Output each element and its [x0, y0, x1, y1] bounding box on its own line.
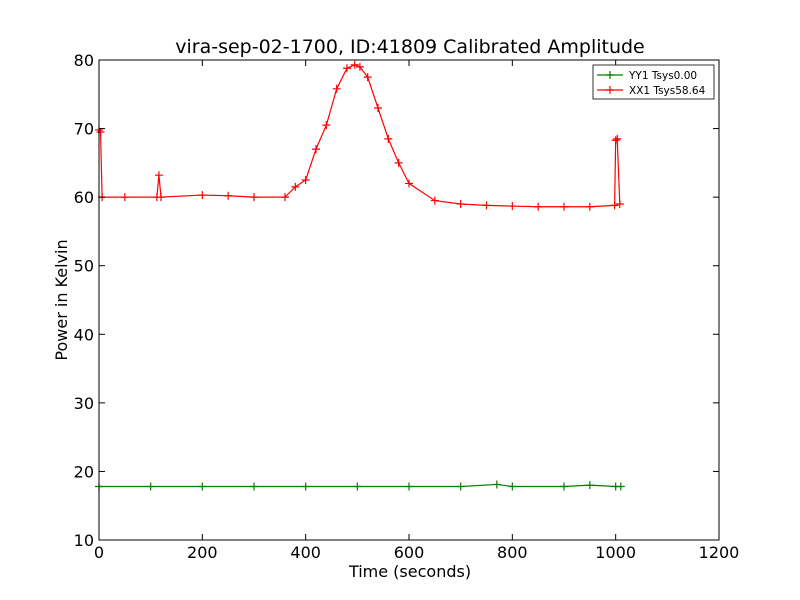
y-tick-label: 70 — [74, 120, 94, 139]
data-point — [430, 196, 439, 205]
data-point — [332, 84, 341, 93]
plot-frame — [98, 59, 720, 541]
data-point — [250, 193, 258, 202]
data-point — [355, 62, 364, 71]
y-tick-label: 40 — [74, 325, 94, 344]
data-point — [508, 482, 517, 491]
data-point — [146, 482, 155, 491]
data-point — [301, 482, 310, 491]
data-point — [301, 176, 310, 184]
legend-entry: XX1 Tsys58.64 — [597, 85, 706, 97]
x-tick-label: 1000 — [595, 543, 636, 562]
data-point — [405, 179, 413, 188]
data-point — [508, 202, 517, 211]
series-layer — [95, 60, 625, 491]
x-tick-label: 800 — [497, 543, 528, 562]
x-axis-label: Time (seconds) — [348, 562, 471, 581]
data-point — [198, 482, 207, 491]
data-point — [281, 193, 289, 202]
legend-label: XX1 Tsys58.64 — [629, 85, 706, 97]
data-point — [250, 482, 258, 491]
data-point — [198, 191, 207, 200]
data-point — [534, 202, 543, 211]
y-axis-label: Power in Kelvin — [52, 239, 71, 360]
data-point — [363, 73, 372, 82]
data-point — [456, 482, 465, 491]
y-tick-label: 10 — [74, 531, 94, 550]
data-point — [611, 136, 620, 145]
data-point — [353, 482, 362, 491]
data-point — [312, 145, 320, 154]
legend-entry: YY1 Tsys0.00 — [597, 70, 697, 82]
x-tick-label: 0 — [94, 543, 104, 562]
x-tick-label: 400 — [290, 543, 321, 562]
data-point — [456, 200, 465, 208]
data-point — [291, 182, 300, 191]
x-tick-label: 1200 — [699, 543, 740, 562]
series-1 — [95, 480, 625, 491]
data-point — [616, 482, 625, 491]
data-point — [615, 200, 624, 208]
data-point — [405, 482, 413, 491]
legend: YY1 Tsys0.00 XX1 Tsys58.64 — [592, 64, 715, 100]
y-tick-label: 30 — [74, 394, 94, 413]
y-tick-label: 60 — [74, 188, 94, 207]
data-point — [384, 134, 393, 143]
y-tick-label: 20 — [74, 462, 94, 481]
data-point — [154, 171, 163, 180]
data-point — [394, 158, 403, 167]
x-tick-label: 200 — [187, 543, 218, 562]
y-tick-label: 80 — [74, 51, 94, 70]
data-point — [492, 480, 501, 489]
series-line — [98, 64, 621, 208]
series-line — [99, 483, 621, 488]
y-tick-label: 50 — [74, 257, 94, 276]
data-point — [350, 60, 359, 69]
legend-marker — [606, 86, 614, 94]
data-point — [96, 128, 105, 136]
chart-title: vira-sep-02-1700, ID:41809 Calibrated Am… — [175, 36, 645, 58]
data-point — [343, 64, 351, 73]
data-point — [157, 193, 165, 202]
x-tick-label: 600 — [394, 543, 425, 562]
data-point — [322, 121, 331, 130]
data-point — [613, 134, 622, 143]
data-point — [585, 481, 594, 490]
series-2 — [95, 60, 624, 211]
legend-label: YY1 Tsys0.00 — [628, 70, 697, 82]
data-point — [585, 202, 594, 211]
data-point — [610, 201, 619, 210]
tick-layer: 0 200 400 600 800 1000 1200 10 20 30 40 50 60 70 80 — [74, 51, 740, 562]
legend-box — [592, 64, 715, 100]
data-point — [560, 202, 568, 211]
data-point — [482, 201, 491, 210]
data-point — [374, 104, 382, 112]
legend-marker — [606, 71, 614, 79]
data-point — [560, 482, 568, 491]
data-point — [120, 193, 129, 202]
data-point — [224, 191, 233, 200]
